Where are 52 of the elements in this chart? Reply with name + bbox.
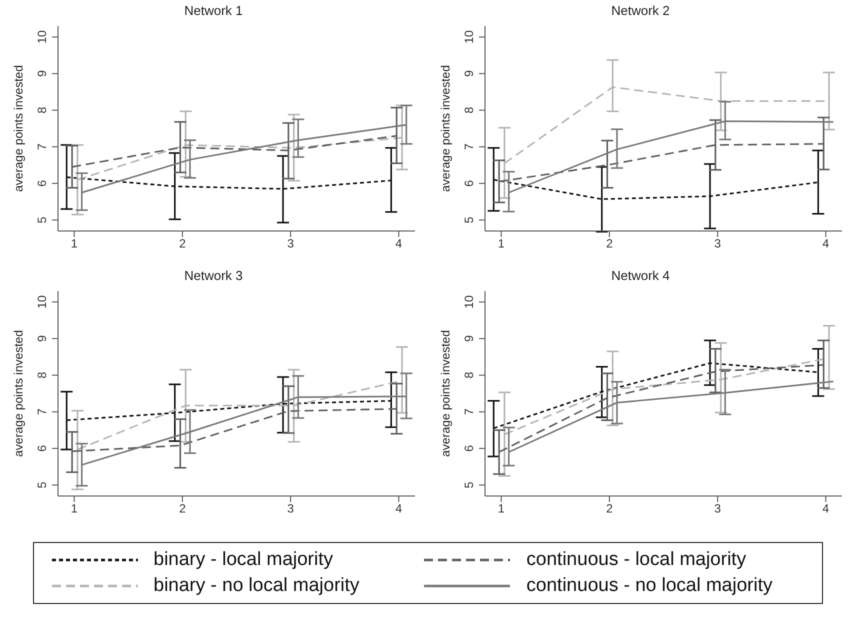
y-tick-label: 5: [462, 216, 476, 224]
x-tick-label: 1: [498, 502, 505, 516]
legend-label: binary - local majority: [154, 549, 333, 571]
chart-title: Network 4: [610, 267, 671, 285]
x-tick-label: 1: [70, 502, 78, 516]
y-axis-title: average points invested: [438, 65, 452, 192]
x-tick-label: 3: [287, 502, 294, 516]
x-tick-label: 1: [498, 236, 505, 251]
y-tick-label: 5: [35, 481, 49, 488]
y-tick-label: 10: [35, 30, 49, 44]
x-tick-label: 4: [395, 236, 402, 251]
y-tick-label: 8: [462, 372, 476, 379]
y-axis-title: average points invested: [11, 65, 26, 192]
x-tick-label: 2: [179, 502, 186, 516]
y-tick-label: 7: [462, 143, 476, 150]
chart-title: Network 1: [183, 2, 244, 20]
y-tick-label: 10: [35, 294, 49, 309]
y-tick-label: 6: [462, 180, 476, 187]
y-axis-title: average points invested: [11, 330, 26, 457]
legend-label: continuous - local majority: [526, 549, 746, 571]
y-tick-label: 8: [35, 372, 49, 379]
y-tick-label: 6: [462, 444, 476, 452]
y-tick-label: 8: [462, 106, 476, 114]
x-tick-label: 3: [287, 236, 294, 251]
x-tick-label: 2: [606, 502, 614, 516]
y-tick-label: 10: [462, 294, 476, 309]
y-tick-label: 6: [35, 444, 49, 452]
y-tick-label: 5: [462, 481, 476, 488]
x-tick-label: 4: [822, 502, 830, 516]
x-tick-label: 4: [822, 236, 830, 251]
y-tick-label: 7: [35, 143, 49, 150]
chart-title: Network 2: [610, 2, 671, 20]
y-axis-title: average points invested: [438, 330, 452, 457]
chart-title: Network 3: [183, 267, 244, 285]
legend-label: binary - no local majority: [154, 575, 360, 597]
x-tick-label: 4: [395, 502, 402, 516]
y-tick-label: 9: [35, 334, 49, 342]
x-tick-label: 3: [714, 236, 722, 251]
y-tick-label: 8: [35, 106, 49, 114]
y-tick-label: 9: [35, 70, 49, 77]
y-tick-label: 5: [35, 216, 49, 224]
y-tick-label: 7: [462, 408, 476, 416]
legend-label: continuous - no local majority: [526, 575, 772, 597]
x-tick-label: 1: [70, 236, 78, 251]
y-tick-label: 10: [462, 30, 476, 44]
y-tick-label: 9: [462, 334, 476, 342]
x-tick-label: 2: [179, 236, 186, 251]
y-tick-label: 9: [462, 70, 476, 77]
y-tick-label: 6: [35, 180, 49, 187]
x-tick-label: 3: [714, 502, 722, 516]
y-tick-label: 7: [35, 408, 49, 416]
x-tick-label: 2: [606, 236, 614, 251]
